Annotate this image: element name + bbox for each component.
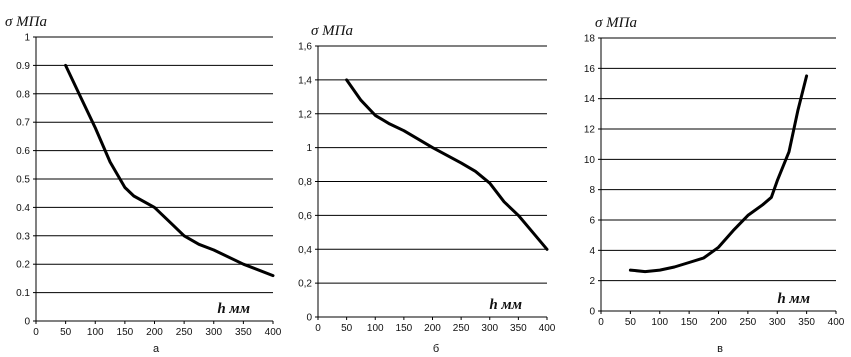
x-tick-label: 50 xyxy=(625,317,637,328)
x-tick-label: 150 xyxy=(681,317,698,328)
x-tick-label: 350 xyxy=(235,327,252,338)
y-tick-label: 0.9 xyxy=(16,61,30,72)
x-axis-label: h мм xyxy=(489,297,522,313)
y-tick-label: 0,6 xyxy=(298,211,312,222)
y-tick-label: 14 xyxy=(584,94,596,105)
x-tick-label: 250 xyxy=(176,327,193,338)
x-tick-label: 100 xyxy=(651,317,668,328)
series-line xyxy=(628,74,809,274)
y-tick-label: 4 xyxy=(589,246,595,257)
x-tick-label: 400 xyxy=(539,323,556,334)
x-tick-label: 150 xyxy=(396,323,413,334)
y-tick-label: 0.4 xyxy=(16,203,30,214)
x-tick-label: 50 xyxy=(60,327,72,338)
series-line xyxy=(345,78,549,251)
x-tick-label: 300 xyxy=(769,317,786,328)
y-axis-label: σ МПа xyxy=(311,23,353,39)
y-tick-label: 1 xyxy=(24,33,30,44)
y-tick-label: 1,6 xyxy=(298,42,312,53)
y-tick-label: 0.5 xyxy=(16,175,30,186)
y-tick-label: 0.3 xyxy=(16,231,30,242)
panel-caption: б xyxy=(433,343,439,355)
x-axis-label: h мм xyxy=(777,291,810,307)
x-tick-label: 200 xyxy=(424,323,441,334)
y-tick-label: 1,4 xyxy=(298,75,312,86)
y-tick-label: 0.1 xyxy=(16,288,30,299)
x-tick-label: 0 xyxy=(598,317,604,328)
panel-caption: а xyxy=(153,343,160,355)
y-tick-label: 0.2 xyxy=(16,260,30,271)
x-tick-label: 200 xyxy=(146,327,163,338)
y-tick-label: 0.8 xyxy=(16,89,30,100)
y-tick-label: 6 xyxy=(589,216,595,227)
y-tick-label: 18 xyxy=(584,34,596,45)
x-tick-label: 100 xyxy=(367,323,384,334)
x-tick-label: 50 xyxy=(341,323,353,334)
x-tick-label: 300 xyxy=(481,323,498,334)
y-tick-label: 16 xyxy=(584,64,596,75)
x-tick-label: 0 xyxy=(33,327,39,338)
panel-caption: в xyxy=(717,343,723,355)
x-tick-label: 250 xyxy=(740,317,757,328)
y-tick-label: 0,4 xyxy=(298,245,312,256)
y-tick-label: 2 xyxy=(589,276,595,287)
x-tick-label: 150 xyxy=(117,327,134,338)
x-tick-label: 300 xyxy=(205,327,222,338)
x-tick-label: 250 xyxy=(453,323,470,334)
y-tick-label: 0.6 xyxy=(16,146,30,157)
y-tick-label: 0,2 xyxy=(298,279,312,290)
x-tick-label: 400 xyxy=(265,327,282,338)
y-tick-label: 0.7 xyxy=(16,118,30,129)
y-tick-label: 0 xyxy=(24,317,30,328)
y-tick-label: 12 xyxy=(584,125,596,136)
x-tick-label: 100 xyxy=(87,327,104,338)
y-tick-label: 0,8 xyxy=(298,177,312,188)
x-tick-label: 200 xyxy=(710,317,727,328)
x-tick-label: 400 xyxy=(828,317,845,328)
x-tick-label: 350 xyxy=(798,317,815,328)
x-tick-label: 0 xyxy=(315,323,321,334)
x-tick-label: 350 xyxy=(510,323,527,334)
y-axis-label: σ МПа xyxy=(595,15,637,31)
y-tick-label: 1 xyxy=(306,143,312,154)
y-tick-label: 0 xyxy=(589,307,595,318)
y-tick-label: 8 xyxy=(589,185,595,196)
series-line xyxy=(64,63,275,278)
y-tick-label: 10 xyxy=(584,155,596,166)
y-axis-label: σ МПа xyxy=(5,14,47,30)
y-tick-label: 0 xyxy=(306,313,312,324)
y-tick-label: 1,2 xyxy=(298,109,312,120)
x-axis-label: h мм xyxy=(217,301,250,317)
